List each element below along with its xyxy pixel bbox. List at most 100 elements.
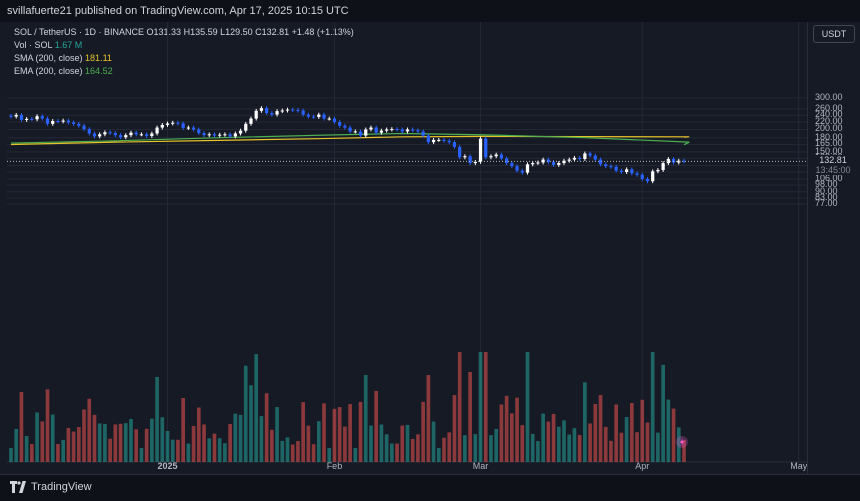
volume-bar bbox=[499, 404, 504, 462]
candle-body bbox=[499, 154, 504, 159]
candle-body bbox=[640, 174, 644, 180]
volume-bar bbox=[666, 399, 671, 462]
volume-bar bbox=[275, 407, 279, 462]
candle-body bbox=[468, 156, 472, 164]
candle-body bbox=[191, 127, 196, 130]
volume-bar bbox=[609, 440, 613, 462]
volume-bar bbox=[478, 352, 483, 462]
volume-bar bbox=[588, 423, 592, 462]
volume-bar bbox=[316, 421, 321, 462]
volume-bar bbox=[296, 440, 300, 462]
candle-body bbox=[583, 153, 587, 159]
volume-bar bbox=[661, 364, 665, 462]
candle-body bbox=[598, 159, 603, 165]
candle-body bbox=[265, 108, 269, 114]
candle-body bbox=[113, 133, 117, 136]
candle-body bbox=[291, 109, 295, 111]
publish-info: svillafuerte21 published on TradingView.… bbox=[7, 5, 349, 17]
volume-bar bbox=[108, 438, 112, 462]
candle-body bbox=[71, 122, 76, 124]
legend-ema: EMA (200, close) 164.52 bbox=[14, 66, 113, 76]
volume-bar bbox=[207, 438, 212, 462]
volume-bar bbox=[322, 403, 326, 462]
candle-body bbox=[520, 170, 524, 173]
candle-body bbox=[124, 135, 128, 138]
volume-bar bbox=[598, 395, 603, 462]
volume-bar bbox=[483, 352, 488, 462]
price-scale[interactable]: USDT 300.00 260.00 240.00 220.00 200.00 180.0… bbox=[807, 22, 860, 474]
volume-bar bbox=[463, 435, 467, 462]
candle-body bbox=[218, 134, 222, 136]
volume-bar bbox=[123, 423, 128, 462]
volume-bar bbox=[217, 438, 222, 462]
candle-body bbox=[635, 173, 639, 175]
candle-body bbox=[369, 127, 373, 130]
candle-body bbox=[614, 166, 618, 171]
volume-bar bbox=[76, 427, 81, 462]
volume-bar bbox=[395, 443, 399, 462]
volume-bar bbox=[400, 425, 405, 462]
candle-body bbox=[651, 171, 655, 182]
currency-button[interactable]: USDT bbox=[813, 25, 855, 43]
tradingview-logo[interactable]: TradingView bbox=[10, 481, 92, 493]
candle-body bbox=[270, 113, 274, 115]
volume-bar bbox=[35, 412, 39, 462]
candle-body bbox=[296, 109, 300, 111]
volume-bar bbox=[562, 420, 566, 462]
candle-body bbox=[233, 133, 237, 137]
volume-bar bbox=[405, 424, 410, 462]
price-tick-label: 180.00 bbox=[815, 131, 843, 142]
candle-body bbox=[379, 130, 384, 133]
sma-line bbox=[10, 135, 690, 146]
candle-body bbox=[458, 146, 462, 158]
candle-body bbox=[567, 159, 571, 161]
volume-bar bbox=[619, 432, 624, 462]
volume-bar bbox=[473, 434, 478, 462]
candle-body bbox=[118, 135, 123, 138]
candle-body bbox=[411, 129, 415, 131]
volume-bar bbox=[624, 416, 629, 462]
volume-bar bbox=[19, 391, 24, 462]
price-tick-label: 240.00 bbox=[815, 109, 843, 120]
candle-body bbox=[108, 132, 112, 134]
volume-bar bbox=[520, 425, 525, 462]
candle-body bbox=[202, 133, 206, 136]
last-price-value: 132.81 bbox=[819, 155, 847, 166]
ema-line bbox=[10, 132, 690, 146]
volume-bar bbox=[410, 439, 415, 462]
candle-body bbox=[473, 161, 477, 164]
volume-bar bbox=[233, 413, 238, 462]
candlestick-chart[interactable]: 2025 Feb Mar Apr May bbox=[7, 22, 807, 474]
legend-sma: SMA (200, close) 181.11 bbox=[14, 53, 112, 63]
volume-bar bbox=[97, 423, 102, 462]
candle-body bbox=[30, 118, 34, 120]
candle-body bbox=[421, 131, 425, 136]
volume-bar bbox=[577, 435, 582, 462]
candle-body bbox=[447, 140, 451, 143]
volume-bar bbox=[306, 425, 311, 462]
volume-bar bbox=[66, 427, 71, 462]
volume-bar bbox=[238, 414, 243, 462]
candle-body bbox=[129, 132, 133, 136]
volume-bar bbox=[363, 375, 368, 462]
candle-body bbox=[249, 118, 253, 124]
candle-body bbox=[374, 127, 378, 133]
flash-glyph bbox=[680, 438, 684, 446]
price-tick-label: 165.00 bbox=[815, 138, 843, 149]
volume-bar bbox=[9, 448, 13, 462]
time-axis-label: Mar bbox=[473, 461, 489, 471]
time-axis-label: Feb bbox=[327, 461, 343, 471]
volume-bar bbox=[254, 354, 259, 462]
volume-bar bbox=[228, 424, 232, 462]
volume-bar bbox=[212, 433, 217, 462]
volume-bar bbox=[50, 414, 55, 462]
last-price-tag: 132.81 13:45:00 bbox=[810, 155, 856, 176]
volume-bar bbox=[431, 421, 436, 462]
volume-bar bbox=[447, 432, 452, 462]
volume-bar bbox=[551, 413, 556, 462]
volume-bar bbox=[358, 401, 363, 462]
legend-volume: Vol · SOL 1.67 M bbox=[14, 40, 83, 50]
volume-bar bbox=[259, 416, 264, 462]
candle-body bbox=[588, 153, 592, 156]
candle-body bbox=[551, 161, 556, 165]
